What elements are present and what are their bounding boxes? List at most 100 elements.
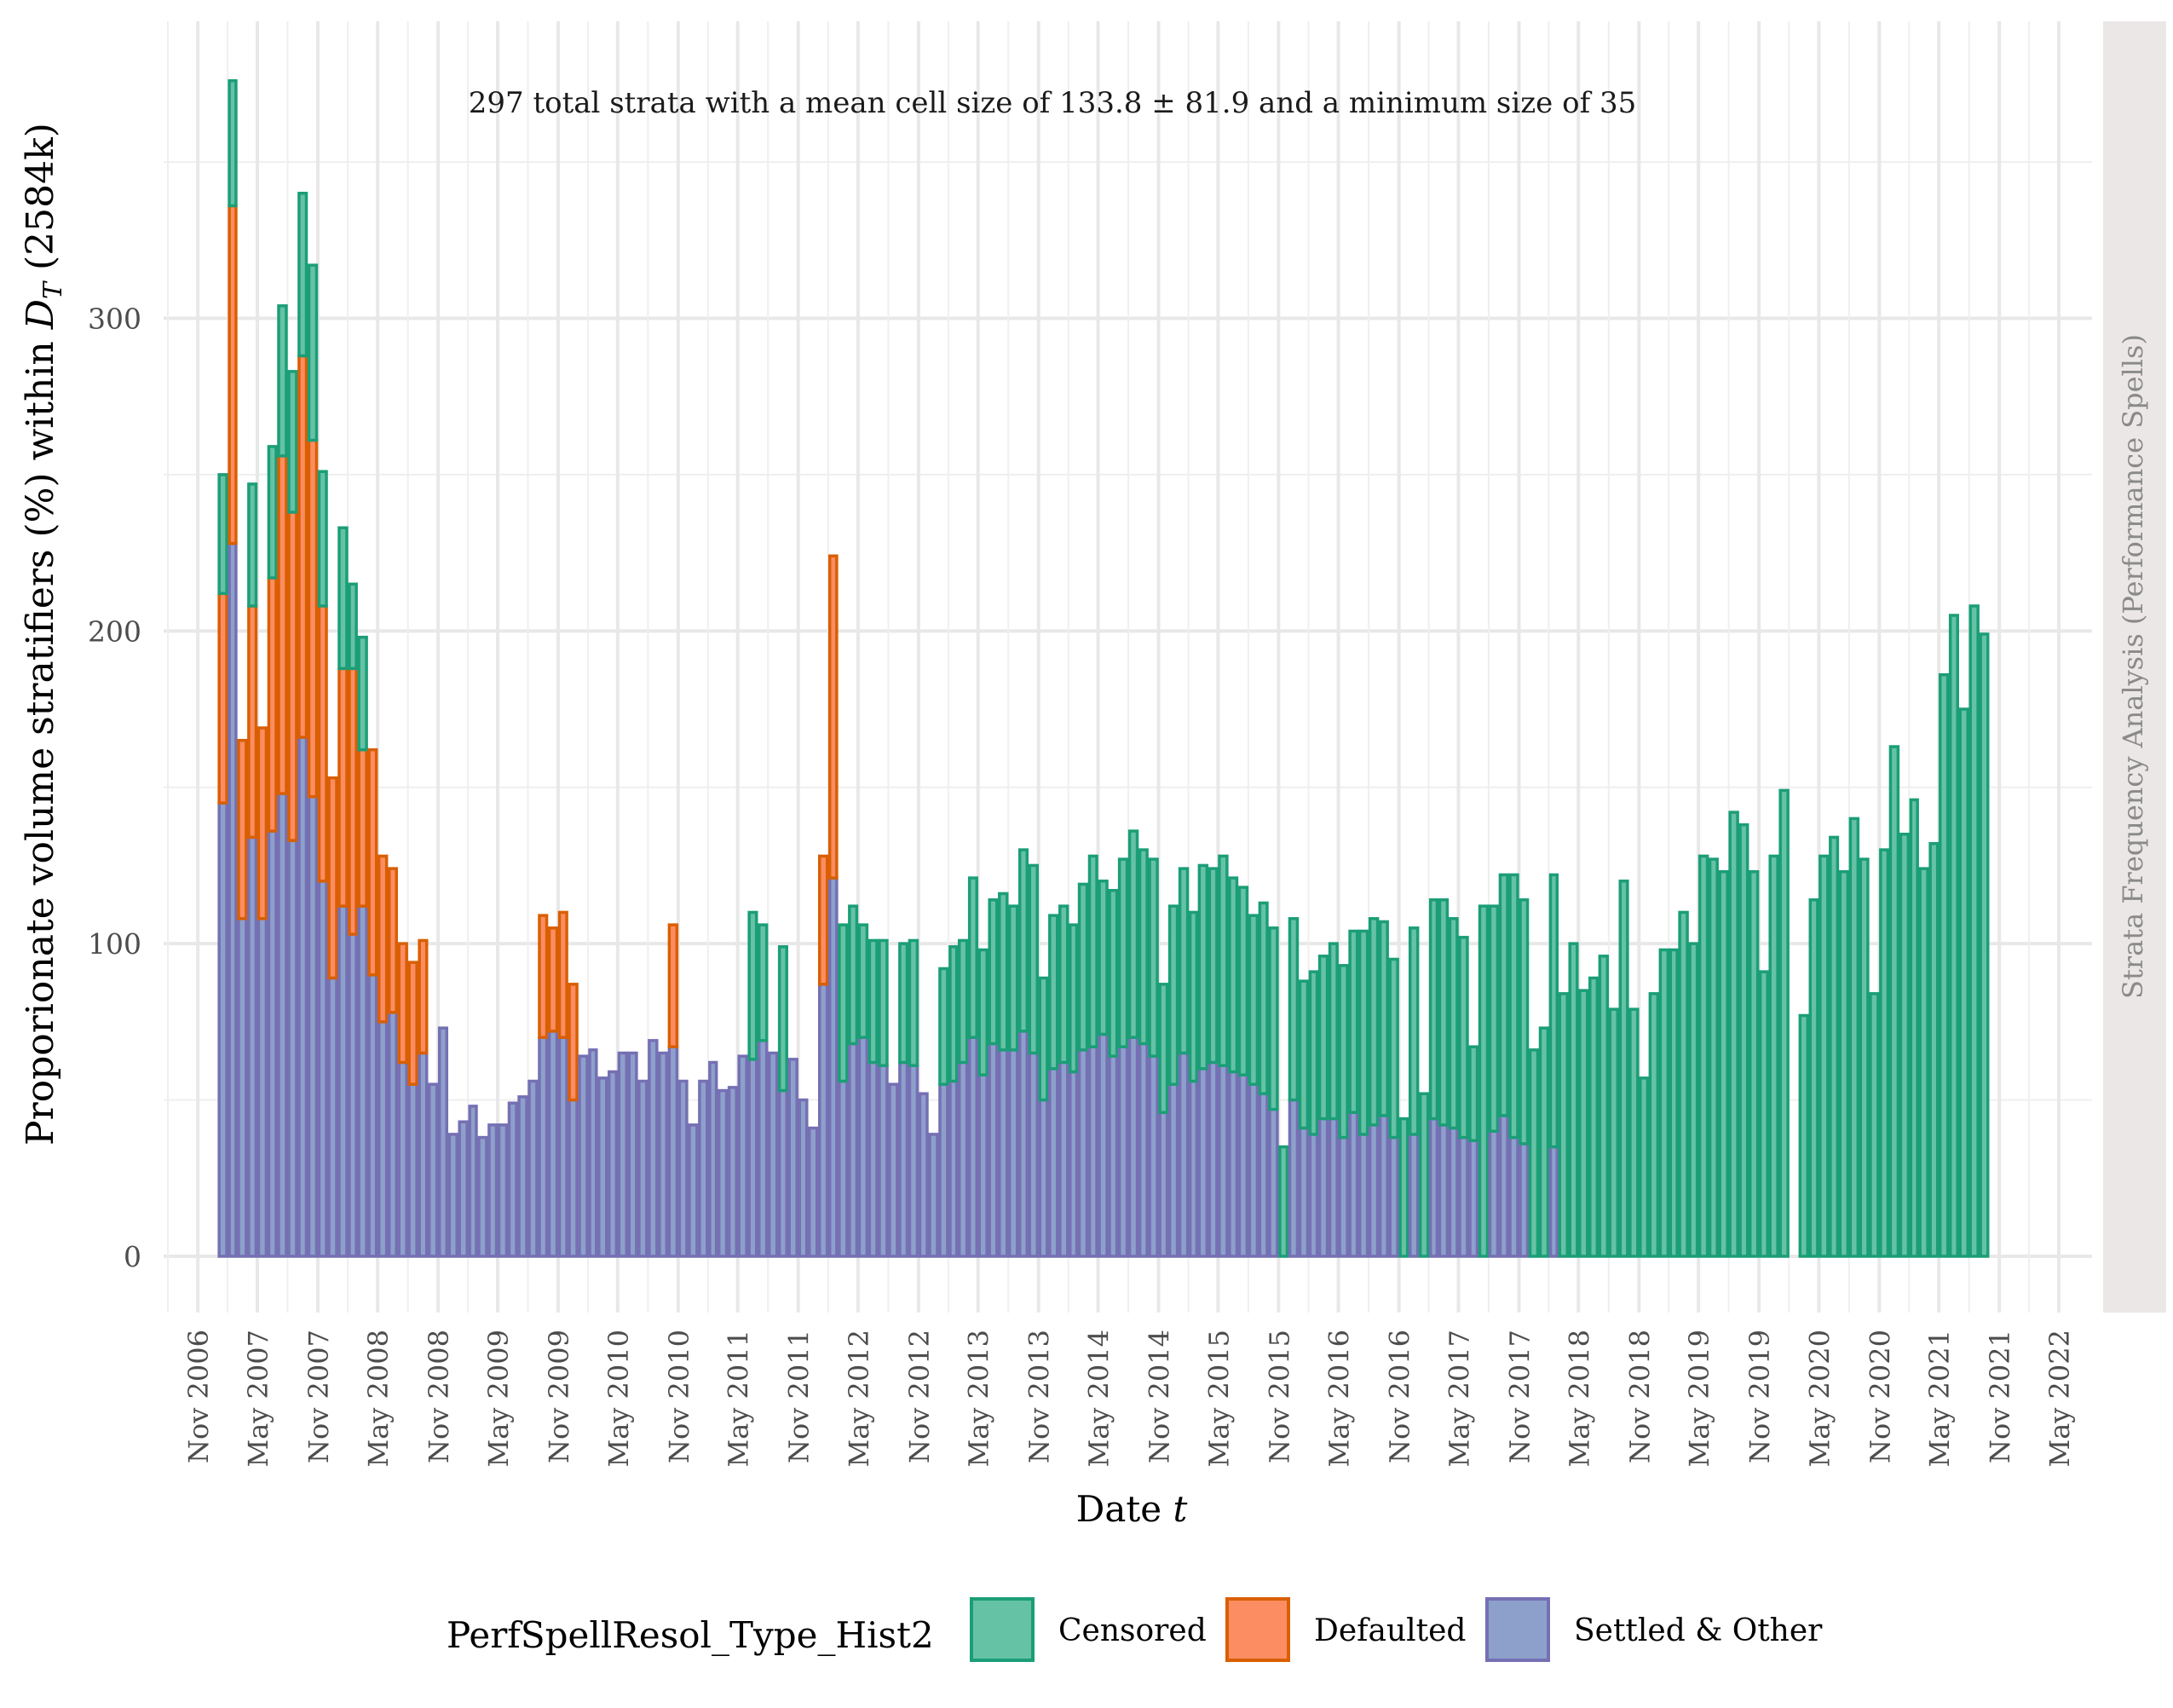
bar-censored [838,923,849,1083]
bar-censored [1167,904,1179,1086]
bar-censored [1398,1117,1409,1258]
bar-settled-other [617,1051,629,1258]
bar-censored [1859,857,1870,1258]
bar-settled-other [458,1120,469,1258]
bar-settled-other [857,1036,869,1258]
x-tick-label: May 2020 [1803,1330,1836,1468]
bar-defaulted [337,666,349,908]
bar-censored [857,923,869,1039]
x-tick-label: May 2010 [602,1330,635,1468]
bar-settled-other [1348,1111,1359,1258]
bar-censored [1108,889,1119,1058]
bar-settled-other [1228,1070,1239,1258]
bar-settled-other [878,1064,889,1258]
bar-defaulted [237,738,248,920]
bar-censored [1458,936,1469,1140]
bar-settled-other [1288,1098,1300,1258]
bar-settled-other [998,1048,1009,1258]
y-tick-label: 100 [88,927,141,961]
bar-censored [1087,854,1098,1048]
bar-censored [1869,992,1880,1258]
chart-annotation: 297 total strata with a mean cell size o… [469,86,1636,120]
bar-defaulted [397,942,408,1065]
bar-settled-other [267,829,278,1258]
legend-key-censored [970,1597,1035,1662]
bar-settled-other [1048,1067,1059,1258]
bar-censored [1819,854,1830,1258]
bar-defaulted [228,204,238,545]
bar-censored [1068,923,1079,1074]
bar-settled-other [557,1036,568,1258]
bar-settled-other [348,932,358,1258]
bar-censored [1528,1048,1540,1258]
bar-settled-other [1208,1060,1219,1258]
bar-censored [1879,848,1890,1258]
bar-settled-other [297,736,308,1258]
bar-settled-other [608,1070,619,1258]
bar-settled-other [1077,1048,1089,1258]
bar-settled-other [698,1079,709,1258]
bar-settled-other [547,1030,559,1258]
x-tick-label: Nov 2008 [423,1330,455,1463]
y-axis: 0 100 200 300 [88,302,141,1272]
bar-censored [1568,942,1579,1258]
bar-settled-other [1197,1067,1209,1258]
bar-censored [1718,870,1729,1258]
bar-settled-other [507,1101,518,1258]
bar-settled-other [817,983,829,1258]
bar-censored [1639,1076,1650,1258]
bar-censored [1838,870,1850,1258]
bar-censored [1428,898,1439,1121]
bar-settled-other [327,976,338,1258]
bar-censored [1268,926,1279,1111]
bar-defaulted [568,983,579,1102]
bar-settled-other [1167,1082,1179,1258]
bar-censored [267,445,278,580]
bar-censored [967,876,978,1039]
bar-censored [1648,992,1660,1258]
bar-censored [1007,904,1019,1052]
bar-censored [1028,863,1039,1055]
bar-settled-other [277,792,288,1258]
bar-defaulted [407,961,418,1086]
bar-settled-other [247,835,258,1258]
x-tick-label: Nov 2015 [1263,1330,1295,1463]
bar-censored [1038,976,1049,1102]
bar-settled-other [1098,1032,1109,1258]
bar-settled-other [1127,1036,1139,1258]
bar-censored [1688,942,1699,1258]
bar-censored [1138,848,1149,1046]
bar-settled-other [767,1051,779,1258]
x-tick-label: May 2007 [242,1330,274,1468]
bar-censored [747,910,758,1061]
bar-censored [1048,914,1059,1070]
bar-settled-other [1248,1082,1259,1258]
x-tick-label: Nov 2018 [1623,1330,1656,1463]
bar-settled-other [237,917,248,1258]
bar-settled-other [1268,1107,1279,1258]
bar-settled-other [367,973,378,1258]
bar-settled-other [217,801,228,1258]
bar-censored [317,470,328,608]
bar-defaulted [277,454,288,795]
bar-censored [247,482,258,608]
bar-censored [1678,910,1689,1258]
bar-censored [1979,632,1990,1258]
bar-censored [867,938,879,1065]
bar-settled-other [287,839,298,1258]
bar-censored [1888,745,1900,1258]
bar-settled-other [757,1039,769,1258]
x-tick-label: Nov 2014 [1144,1330,1176,1463]
y-tick-label: 200 [88,615,141,648]
bar-settled-other [1308,1133,1319,1258]
bar-censored [1899,833,1911,1258]
bar-defaulted [247,604,258,840]
bar-censored [1208,867,1219,1065]
bar-settled-other [1328,1117,1339,1258]
bar-settled-other [908,1064,919,1258]
bar-censored [1708,857,1719,1258]
x-tick-label: Nov 2012 [903,1330,936,1463]
bar-settled-other [948,1079,959,1258]
bar-censored [337,526,349,671]
